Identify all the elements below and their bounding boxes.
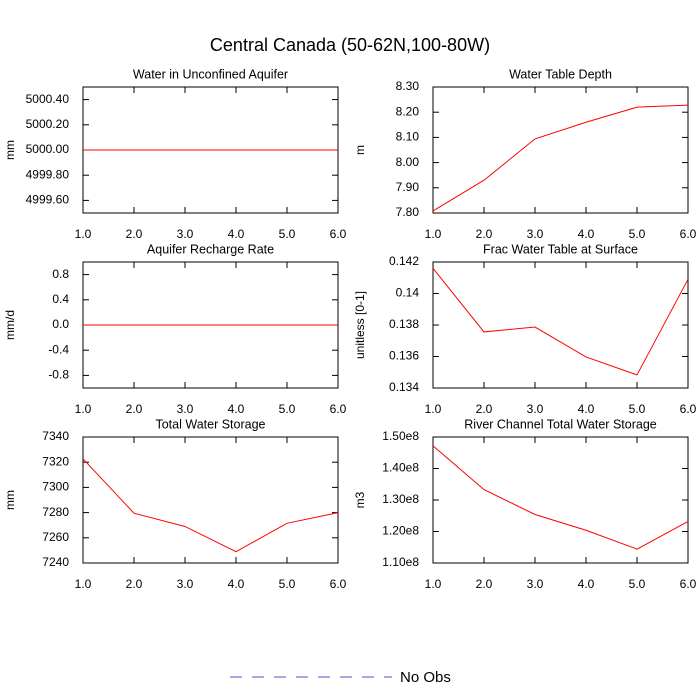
x-tick-label: 2.0 <box>476 577 493 591</box>
y-tick-label: 5000.20 <box>26 117 70 131</box>
x-tick-label: 2.0 <box>476 402 493 416</box>
x-tick-label: 3.0 <box>177 227 194 241</box>
x-tick-label: 5.0 <box>279 227 296 241</box>
x-tick-label: 5.0 <box>629 577 646 591</box>
y-tick-label: -0.4 <box>48 342 69 356</box>
x-tick-label: 4.0 <box>228 402 245 416</box>
x-tick-label: 2.0 <box>126 402 143 416</box>
y-tick-label: 0.0 <box>52 317 69 331</box>
x-tick-label: 1.0 <box>425 227 442 241</box>
x-tick-label: 1.0 <box>75 577 92 591</box>
panel-title: Water Table Depth <box>509 67 612 81</box>
plot-frame <box>432 261 689 389</box>
x-tick-label: 6.0 <box>330 577 347 591</box>
y-tick-label: 8.20 <box>396 104 420 118</box>
x-tick-label: 4.0 <box>578 227 595 241</box>
panel-title: Aquifer Recharge Rate <box>147 242 274 256</box>
x-tick-label: 4.0 <box>228 227 245 241</box>
y-tick-label: 1.10e8 <box>382 555 419 569</box>
y-tick-label: 5000.40 <box>26 92 70 106</box>
data-line <box>432 104 689 212</box>
y-tick-label: 0.134 <box>389 380 419 394</box>
x-tick-label: 5.0 <box>279 402 296 416</box>
x-tick-label: 4.0 <box>578 402 595 416</box>
x-tick-label: 1.0 <box>425 577 442 591</box>
x-tick-label: 1.0 <box>75 402 92 416</box>
x-tick-label: 1.0 <box>425 402 442 416</box>
y-tick-label: 1.50e8 <box>382 429 419 443</box>
y-tick-label: 1.20e8 <box>382 524 419 538</box>
y-tick-label: 0.8 <box>52 267 69 281</box>
plot-frame <box>432 436 689 564</box>
y-tick-label: 7300 <box>42 480 69 494</box>
x-tick-label: 2.0 <box>126 227 143 241</box>
y-tick-label: 7.80 <box>396 205 420 219</box>
data-line <box>432 445 689 550</box>
x-tick-label: 6.0 <box>680 227 697 241</box>
x-tick-label: 5.0 <box>629 402 646 416</box>
x-tick-label: 1.0 <box>75 227 92 241</box>
panel-title: River Channel Total Water Storage <box>464 417 657 431</box>
y-tick-label: 7260 <box>42 530 69 544</box>
x-tick-label: 3.0 <box>177 577 194 591</box>
x-tick-label: 3.0 <box>177 402 194 416</box>
y-tick-label: 0.14 <box>396 286 420 300</box>
x-tick-label: 5.0 <box>629 227 646 241</box>
x-tick-label: 3.0 <box>527 402 544 416</box>
x-tick-label: 3.0 <box>527 227 544 241</box>
y-axis-label: mm <box>3 140 17 160</box>
y-tick-label: 7320 <box>42 454 69 468</box>
figure-title: Central Canada (50-62N,100-80W) <box>210 35 490 55</box>
y-tick-label: 7240 <box>42 555 69 569</box>
x-tick-label: 5.0 <box>279 577 296 591</box>
y-tick-label: 8.30 <box>396 79 420 93</box>
data-line <box>82 458 339 553</box>
plot-frame <box>82 436 339 564</box>
y-tick-label: 5000.00 <box>26 142 70 156</box>
y-tick-label: 1.40e8 <box>382 461 419 475</box>
y-tick-label: 7280 <box>42 505 69 519</box>
y-tick-label: 0.136 <box>389 349 419 363</box>
y-tick-label: 7.90 <box>396 180 420 194</box>
y-tick-label: 1.30e8 <box>382 492 419 506</box>
data-line <box>432 267 689 376</box>
y-tick-label: 0.4 <box>52 292 69 306</box>
y-axis-label: mm/d <box>3 310 17 340</box>
x-tick-label: 6.0 <box>330 227 347 241</box>
panel-title: Total Water Storage <box>155 417 265 431</box>
x-tick-label: 4.0 <box>578 577 595 591</box>
y-tick-label: 4999.60 <box>26 193 70 207</box>
x-tick-label: 6.0 <box>330 402 347 416</box>
x-tick-label: 4.0 <box>228 577 245 591</box>
x-tick-label: 6.0 <box>680 577 697 591</box>
x-tick-label: 3.0 <box>527 577 544 591</box>
panel-title: Frac Water Table at Surface <box>483 242 638 256</box>
y-axis-label: unitless [0-1] <box>353 291 367 359</box>
x-tick-label: 2.0 <box>126 577 143 591</box>
y-tick-label: 8.00 <box>396 155 420 169</box>
y-tick-label: 0.138 <box>389 317 419 331</box>
y-tick-label: 0.142 <box>389 254 419 268</box>
panel-title: Water in Unconfined Aquifer <box>133 67 288 81</box>
y-tick-label: 8.10 <box>396 130 420 144</box>
x-tick-label: 2.0 <box>476 227 493 241</box>
y-axis-label: m3 <box>353 491 367 508</box>
y-tick-label: 7340 <box>42 429 69 443</box>
y-tick-label: -0.8 <box>48 368 69 382</box>
plot-frame <box>432 86 689 214</box>
legend-label: 1850_129 <box>398 699 465 700</box>
y-axis-label: mm <box>3 490 17 510</box>
y-tick-label: 4999.80 <box>26 167 70 181</box>
x-tick-label: 6.0 <box>680 402 697 416</box>
legend-label: No Obs <box>400 669 451 686</box>
y-axis-label: m <box>353 145 367 155</box>
